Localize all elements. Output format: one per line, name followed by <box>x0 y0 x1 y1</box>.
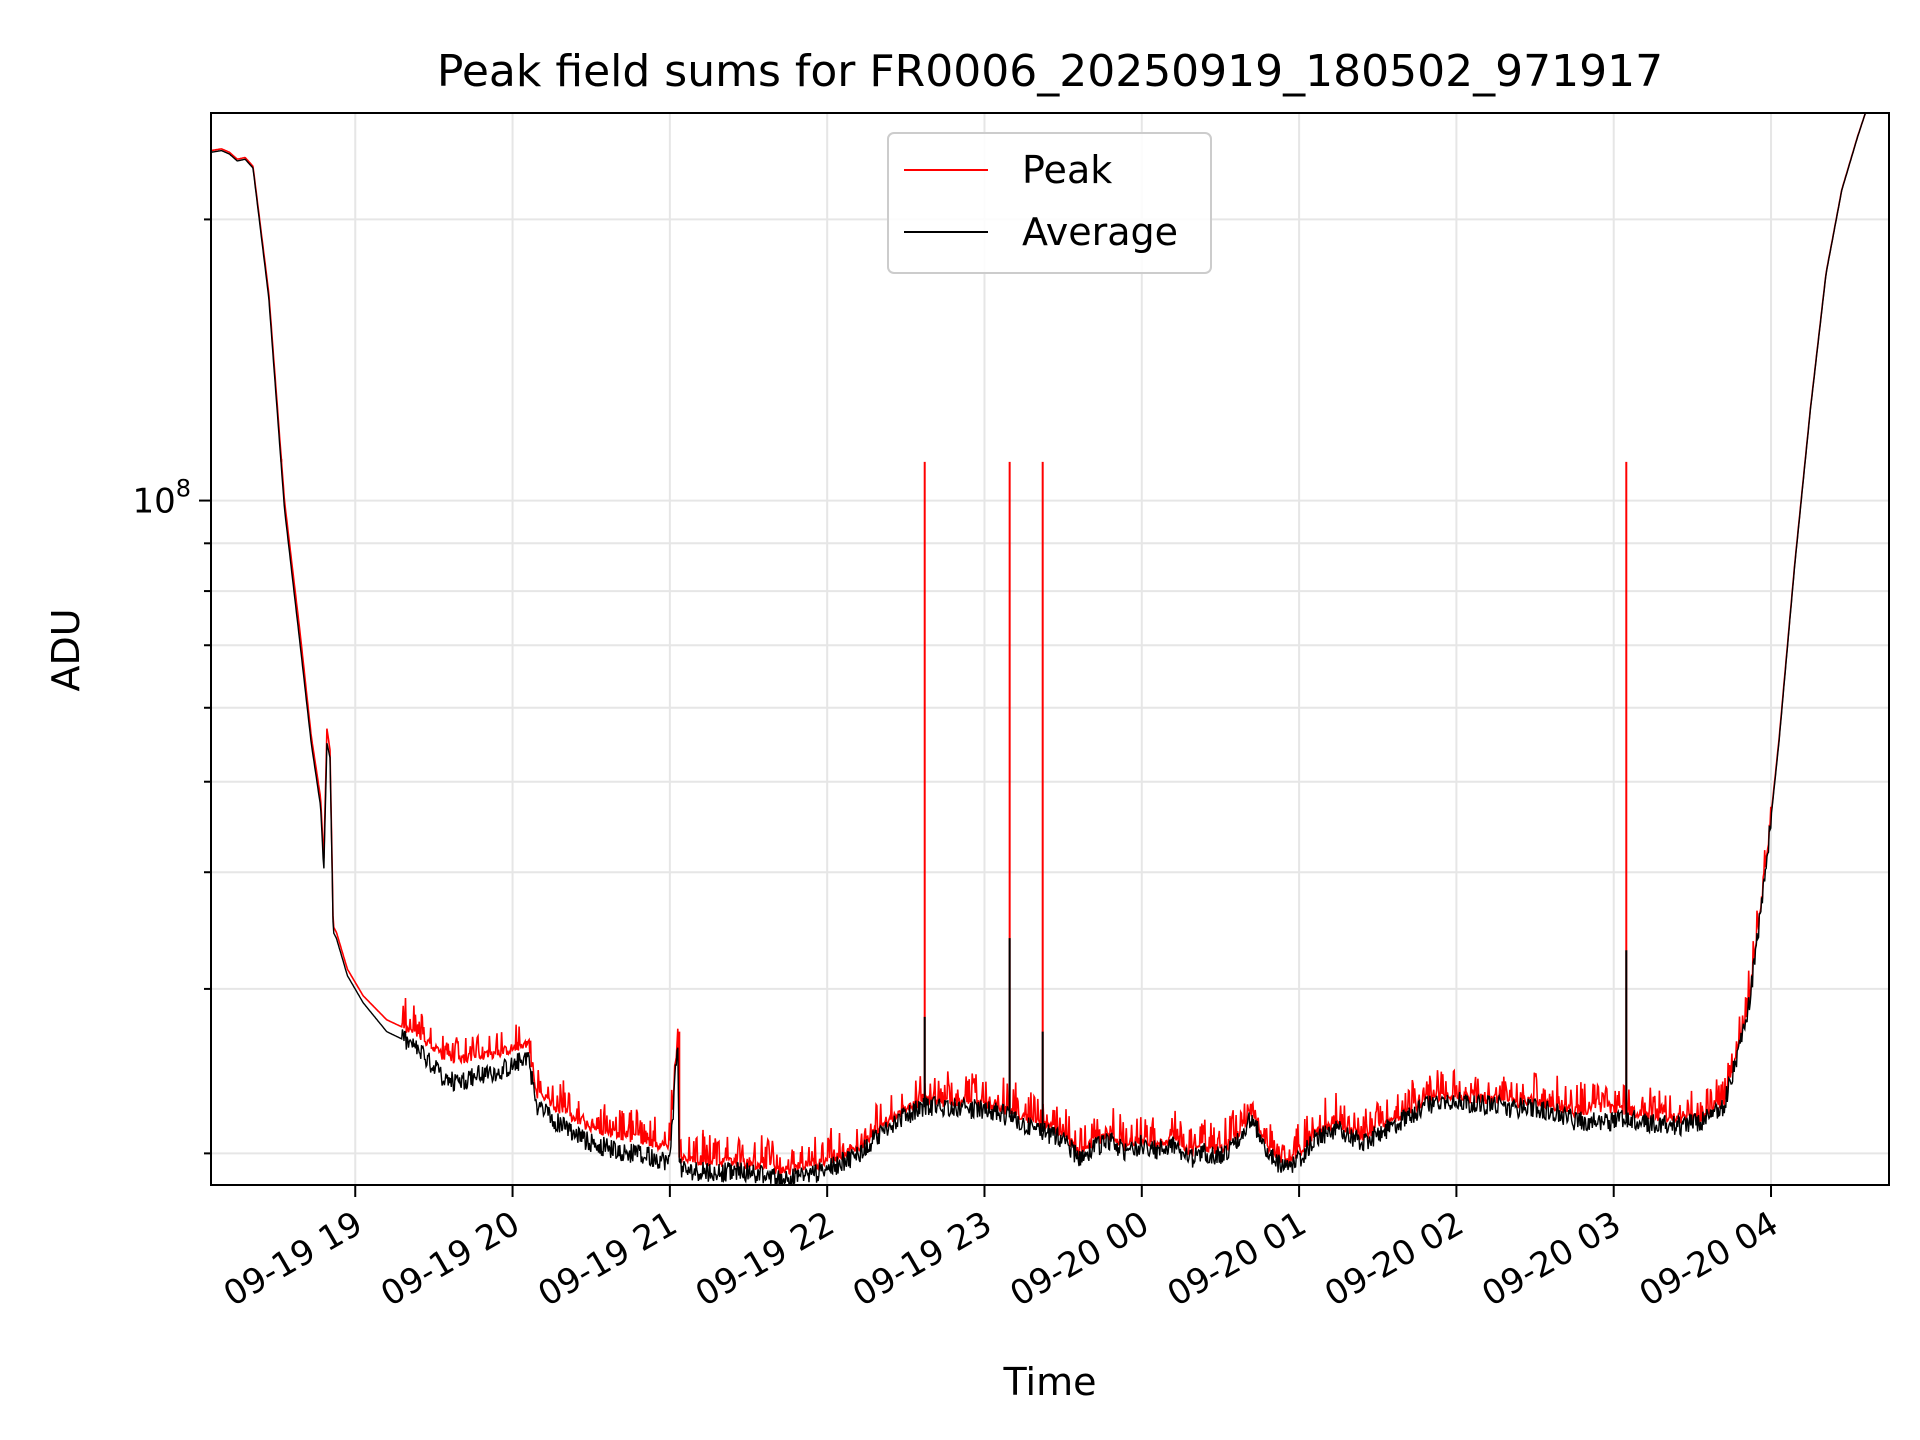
y-tick-label-base: 10 <box>132 482 175 522</box>
peak-series-line <box>211 113 1889 1176</box>
grid <box>211 113 1889 1185</box>
average-series-line <box>211 113 1889 1185</box>
y-axis-ticks: 108 <box>132 218 211 1155</box>
legend-average-label: Average <box>1022 210 1178 254</box>
legend: Peak Average <box>887 132 1212 274</box>
x-axis-label: Time <box>1003 1360 1097 1404</box>
legend-box <box>887 132 1212 274</box>
y-axis-label: ADU <box>44 608 88 691</box>
legend-peak-label: Peak <box>1022 148 1112 192</box>
series-group <box>211 113 1889 1185</box>
y-tick-label-exponent: 8 <box>176 475 191 503</box>
chart-title: Peak field sums for FR0006_20250919_1805… <box>437 46 1663 97</box>
plot-frame <box>210 112 1890 1186</box>
y-tick-label: 108 <box>132 475 191 522</box>
plot-area-series <box>211 113 1889 1185</box>
